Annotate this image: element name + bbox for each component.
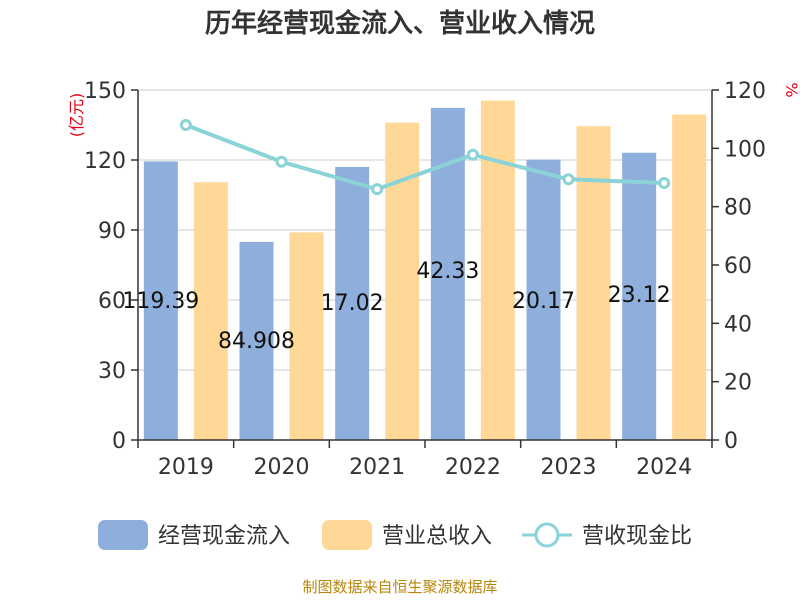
bar-cash-inflow-2019 xyxy=(143,161,178,440)
left-axis-unit: (亿元) xyxy=(67,93,86,138)
legend-item-revenue[interactable]: 营业总收入 xyxy=(322,520,492,550)
x-axis-ticks: 2019 2020 2021 2022 2023 2024 xyxy=(158,455,692,480)
ratio-line xyxy=(185,123,665,192)
left-tick-label: 0 xyxy=(112,429,126,454)
legend-swatch-cash-inflow xyxy=(98,520,148,550)
bar-label-cash-inflow-2019: 119.39 xyxy=(122,289,199,314)
ratio-point-2024 xyxy=(658,177,671,190)
ratio-point-2021 xyxy=(371,183,384,196)
left-tick-label: 30 xyxy=(98,359,126,384)
grid xyxy=(138,89,712,371)
data-source: 制图数据来自恒生聚源数据库 xyxy=(302,578,497,596)
legend-marker-ratio xyxy=(534,522,560,548)
right-tick-label: 40 xyxy=(724,312,752,337)
right-axis-unit: % xyxy=(782,82,800,97)
ratio-point-2023 xyxy=(562,173,575,186)
bar-revenue-2022 xyxy=(480,100,515,440)
right-axis-ticks: 0 20 40 60 80 100 120 xyxy=(724,79,766,454)
x-tick-label-2020: 2020 xyxy=(254,455,310,480)
legend-label-cash-inflow: 经营现金流入 xyxy=(158,524,290,549)
ratio-point-2020 xyxy=(275,155,288,168)
ratio-point-2022 xyxy=(466,148,479,161)
bar-label-cash-inflow-2020: 84.908 xyxy=(218,329,295,354)
x-tick-label-2024: 2024 xyxy=(636,455,692,480)
right-tick-label: 60 xyxy=(724,254,752,279)
bar-cash-inflow-2023 xyxy=(526,159,561,440)
legend-label-ratio: 营收现金比 xyxy=(582,524,692,549)
legend-swatch-revenue xyxy=(322,520,372,550)
bar-data-labels: 119.39 84.908 17.02 42.33 20.17 23.12 xyxy=(122,259,670,354)
bar-revenue-2023 xyxy=(576,126,611,441)
left-tick-label: 150 xyxy=(84,79,126,104)
legend: 经营现金流入 营业总收入 营收现金比 xyxy=(98,520,692,550)
bar-cash-inflow-2021 xyxy=(335,166,370,440)
bar-label-cash-inflow-2023: 20.17 xyxy=(512,289,575,314)
bar-revenue-2024 xyxy=(672,114,707,440)
series-revenue xyxy=(193,100,707,441)
bar-cash-inflow-2024 xyxy=(622,152,657,440)
bar-revenue-2019 xyxy=(193,182,228,440)
series-cash-inflow xyxy=(143,107,657,440)
x-tick-label-2022: 2022 xyxy=(445,455,501,480)
series-ratio xyxy=(179,119,671,196)
legend-label-revenue: 营业总收入 xyxy=(382,524,492,549)
x-tick-label-2019: 2019 xyxy=(158,455,214,480)
bar-label-cash-inflow-2021: 17.02 xyxy=(321,291,384,316)
left-tick-label: 120 xyxy=(84,149,126,174)
bar-revenue-2021 xyxy=(385,122,420,441)
bar-revenue-2020 xyxy=(289,232,324,440)
right-tick-label: 0 xyxy=(724,429,738,454)
axes xyxy=(131,89,719,448)
ratio-point-2019 xyxy=(179,119,192,131)
x-tick-label-2021: 2021 xyxy=(349,455,405,480)
right-tick-label: 120 xyxy=(724,79,766,104)
left-tick-label: 90 xyxy=(98,219,126,244)
left-tick-label: 60 xyxy=(98,289,126,314)
legend-item-cash-inflow[interactable]: 经营现金流入 xyxy=(98,520,290,550)
chart-title: 历年经营现金流入、营业收入情况 xyxy=(205,8,595,39)
left-axis-ticks: 0 30 60 90 120 150 xyxy=(84,79,126,454)
right-tick-label: 20 xyxy=(724,371,752,396)
legend-item-ratio[interactable]: 营收现金比 xyxy=(522,522,692,549)
bar-label-cash-inflow-2022: 42.33 xyxy=(416,259,479,284)
x-tick-label-2023: 2023 xyxy=(541,455,597,480)
right-tick-label: 80 xyxy=(724,196,752,221)
bar-label-cash-inflow-2024: 23.12 xyxy=(608,283,671,308)
right-tick-label: 100 xyxy=(724,137,766,162)
bar-cash-inflow-2020 xyxy=(239,241,274,440)
